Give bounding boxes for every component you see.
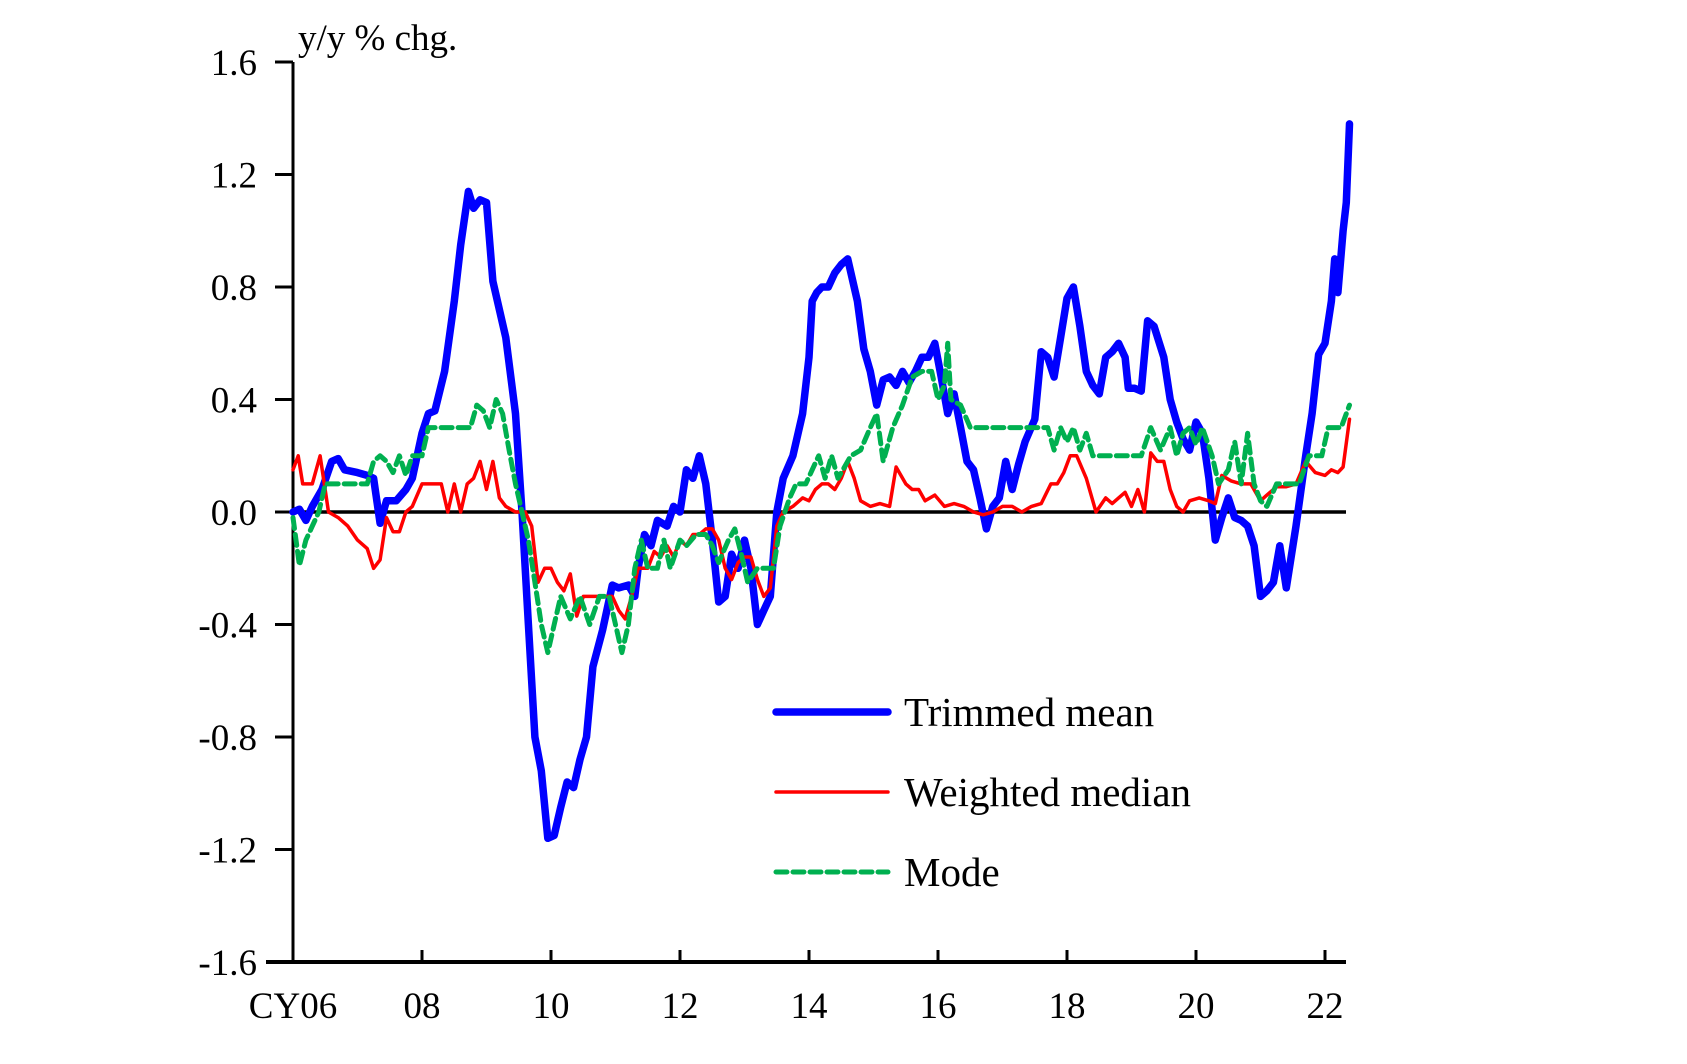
y-ticks: 1.6 1.2 0.8 0.4 0.0 -0.4 -0.8 -1.2 -1.6: [198, 43, 293, 984]
x-tick-label: 18: [1049, 986, 1086, 1027]
x-tick-label: 22: [1307, 986, 1344, 1027]
legend-label-trimmed-mean: Trimmed mean: [904, 689, 1154, 735]
axes: 1.6 1.2 0.8 0.4 0.0 -0.4 -0.8 -1.2 -1.6 CY06 08 10…: [198, 18, 1346, 1027]
x-tick-label: 12: [662, 986, 699, 1027]
x-tick-label: 16: [920, 986, 957, 1027]
y-tick-label: 1.2: [211, 156, 257, 197]
x-tick-label: 20: [1178, 986, 1215, 1027]
y-tick-label: -0.4: [198, 606, 257, 647]
y-tick-label: -0.8: [198, 718, 257, 759]
legend-label-mode: Mode: [904, 849, 1000, 895]
y-tick-label: 1.6: [211, 43, 257, 84]
legend-label-weighted-median: Weighted median: [904, 769, 1191, 815]
x-tick-label: 14: [791, 986, 828, 1027]
y-tick-label: 0.0: [211, 493, 257, 534]
x-ticks: CY06 08 10 12 14 16 18 20 22: [249, 950, 1344, 1027]
legend: Trimmed mean Weighted median Mode: [772, 689, 1191, 895]
y-tick-label: -1.2: [198, 831, 257, 872]
series-line-weighted-median: [291, 417, 1352, 621]
y-tick-label: 0.8: [211, 268, 257, 309]
x-tick-label: 08: [404, 986, 441, 1027]
x-tick-label: 10: [533, 986, 570, 1027]
y-tick-label: 0.4: [211, 381, 257, 422]
x-tick-label: CY06: [249, 986, 337, 1027]
series-line-mode: [290, 340, 1352, 656]
series-line-trimmed-mean: [289, 120, 1354, 843]
y-tick-label: -1.6: [198, 943, 257, 984]
series-layer: [289, 120, 1354, 843]
y-axis-unit-label: y/y % chg.: [298, 18, 457, 59]
